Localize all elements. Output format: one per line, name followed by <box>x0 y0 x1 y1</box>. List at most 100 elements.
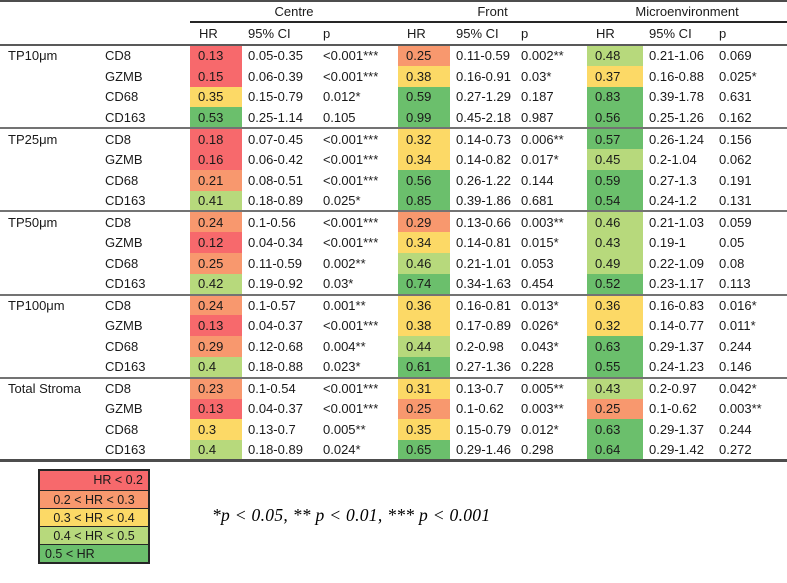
centre-p-value-cell: 0.023* <box>323 359 361 375</box>
table-row: CD163 0.42 0.19-0.92 0.03* 0.74 0.34-1.63 0.45… <box>0 273 787 295</box>
front-ci-value-cell: 0.27-1.36 <box>456 359 511 375</box>
centre-hr-value-cell: 0.53 <box>190 107 242 129</box>
microenvironment-p-value-cell: 0.631 <box>719 89 752 105</box>
centre-hr-value-cell: 0.4 <box>190 356 242 378</box>
microenvironment-hr-value-cell: 0.55 <box>587 356 644 378</box>
centre-ci-value-cell: 0.04-0.34 <box>248 235 303 251</box>
microenvironment-ci-value-cell: 0.21-1.03 <box>643 210 714 233</box>
column-header-spacer <box>0 22 190 46</box>
microenvironment-hr-value-cell: 0.63 <box>587 336 644 357</box>
front-p-value-cell: 0.017* <box>521 151 559 167</box>
centre-p-value-cell: <0.001*** <box>317 127 399 149</box>
microenvironment-p-value-cell: 0.003** <box>719 401 762 417</box>
section-label <box>0 66 105 87</box>
front-ci-value-cell: 0.17-0.89 <box>456 318 511 334</box>
front-hr-value-cell: 0.25 <box>398 398 451 420</box>
front-p-value-cell: 0.187 <box>521 89 554 105</box>
front-hr-value-cell: 0.74 <box>398 273 451 295</box>
front-hr-value-cell: 0.36 <box>398 293 451 316</box>
table-row: CD163 0.4 0.18-0.88 0.023* 0.61 0.27-1.36 0.22… <box>0 356 787 378</box>
centre-p-value-cell: 0.005** <box>323 422 366 438</box>
marker-label: CD8 <box>105 293 190 316</box>
microenvironment-ci-value-cell: 0.24-1.2 <box>649 192 697 208</box>
front-p-value-cell: 0.298 <box>521 442 554 458</box>
front-hr-value-cell: 0.65 <box>398 440 451 461</box>
microenvironment-hr-value-cell: 0.57 <box>587 127 644 149</box>
table-row: GZMB 0.16 0.06-0.42 <0.001*** 0.34 0.14-0.82 0… <box>0 148 787 170</box>
front-p-value-cell: 0.053 <box>521 255 554 271</box>
marker-label: CD163 <box>105 109 146 125</box>
col-header-p-front: p <box>515 22 588 46</box>
microenvironment-ci-value-cell: 0.19-1 <box>649 235 686 251</box>
microenvironment-ci-value-cell: 0.16-0.83 <box>643 293 714 316</box>
centre-ci-value-cell: 0.18-0.88 <box>248 359 303 375</box>
front-ci-value-cell: 0.21-1.01 <box>456 255 511 271</box>
front-p-value-cell: 0.002** <box>521 48 564 64</box>
centre-ci-value-cell: 0.06-0.39 <box>248 68 303 84</box>
front-ci-value-cell: 0.45-2.18 <box>456 109 511 125</box>
microenvironment-p-value-cell: 0.062 <box>719 151 752 167</box>
legend-item: 0.3 < HR < 0.4 <box>40 507 148 526</box>
table-row: TP10μm CD8 0.13 0.05-0.35 <0.001*** 0.25 0.11-… <box>0 45 787 66</box>
centre-p-value-cell: 0.105 <box>323 109 356 125</box>
centre-ci-value-cell: 0.1-0.56 <box>242 210 317 233</box>
microenvironment-p-value-cell: 0.113 <box>719 276 751 292</box>
significance-footnote: *p < 0.05, ** p < 0.01, *** p < 0.001 <box>212 505 491 526</box>
microenvironment-ci-value-cell: 0.16-0.88 <box>649 68 704 84</box>
table-row: GZMB 0.13 0.04-0.37 <0.001*** 0.25 0.1-0.62 0.… <box>0 398 787 420</box>
centre-p-value-cell: <0.001*** <box>323 318 379 334</box>
centre-ci-value-cell: 0.04-0.37 <box>248 401 303 417</box>
front-ci-value-cell: 0.39-1.86 <box>456 192 511 208</box>
microenvironment-p-value-cell: 0.272 <box>719 442 752 458</box>
centre-ci-value-cell: 0.06-0.42 <box>248 151 303 167</box>
centre-hr-value-cell: 0.25 <box>190 252 242 274</box>
front-ci-value-cell: 0.1-0.62 <box>456 401 504 417</box>
marker-label: GZMB <box>105 68 143 84</box>
microenvironment-p-value-cell: 0.156 <box>713 127 787 149</box>
section-label <box>0 170 105 191</box>
microenvironment-hr-value-cell: 0.83 <box>587 86 644 108</box>
microenvironment-p-value-cell: 0.059 <box>713 210 787 233</box>
marker-label: CD68 <box>105 255 139 271</box>
section-label <box>0 419 105 440</box>
front-ci-value-cell: 0.16-0.81 <box>450 293 516 316</box>
microenvironment-p-value-cell: 0.011* <box>719 318 756 334</box>
microenvironment-ci-value-cell: 0.14-0.77 <box>649 318 704 334</box>
table-row: CD163 0.4 0.18-0.89 0.024* 0.65 0.29-1.46 0.29… <box>0 440 787 461</box>
centre-hr-value-cell: 0.24 <box>190 210 242 233</box>
centre-p-value-cell: <0.001*** <box>317 376 399 399</box>
front-ci-value-cell: 0.11-0.59 <box>456 48 510 64</box>
table-row: GZMB 0.12 0.04-0.34 <0.001*** 0.34 0.14-0.81 0… <box>0 232 787 253</box>
col-header-hr-front: HR <box>398 22 451 46</box>
marker-label: CD68 <box>105 422 139 438</box>
legend-item: 0.4 < HR < 0.5 <box>40 526 148 545</box>
front-p-value-cell: 0.144 <box>521 172 554 188</box>
front-hr-value-cell: 0.56 <box>398 169 451 191</box>
section-label <box>0 274 105 295</box>
table-row: TP50μm CD8 0.24 0.1-0.56 <0.001*** 0.29 0.13-0… <box>0 210 787 233</box>
front-ci-value-cell: 0.13-0.7 <box>450 376 516 399</box>
centre-p-value-cell: 0.004** <box>323 339 366 355</box>
front-ci-value-cell: 0.13-0.66 <box>450 210 516 233</box>
centre-ci-value-cell: 0.19-0.92 <box>248 276 303 292</box>
centre-ci-value-cell: 0.11-0.59 <box>248 255 302 271</box>
centre-p-value-cell: 0.002** <box>323 255 366 271</box>
microenvironment-ci-value-cell: 0.39-1.78 <box>649 89 704 105</box>
microenvironment-ci-value-cell: 0.24-1.23 <box>649 359 704 375</box>
section-label <box>0 336 105 357</box>
centre-p-value-cell: <0.001*** <box>323 235 379 251</box>
table-row: Total Stroma CD8 0.23 0.1-0.54 <0.001*** 0.31… <box>0 376 787 399</box>
column-group-centre: Centre <box>190 1 399 23</box>
centre-p-value-cell: 0.012* <box>323 89 361 105</box>
centre-hr-value-cell: 0.13 <box>190 45 242 66</box>
table-row: GZMB 0.13 0.04-0.37 <0.001*** 0.38 0.17-0.89 0… <box>0 315 787 337</box>
table-row: CD163 0.53 0.25-1.14 0.105 0.99 0.45-2.18 0.98… <box>0 107 787 129</box>
front-ci-value-cell: 0.15-0.79 <box>456 422 511 438</box>
marker-label: CD68 <box>105 172 139 188</box>
front-hr-value-cell: 0.38 <box>398 315 451 337</box>
centre-p-value-cell: <0.001*** <box>323 68 379 84</box>
centre-hr-value-cell: 0.24 <box>190 293 242 316</box>
marker-label: CD68 <box>105 339 139 355</box>
front-p-value-cell: 0.006** <box>515 127 588 149</box>
